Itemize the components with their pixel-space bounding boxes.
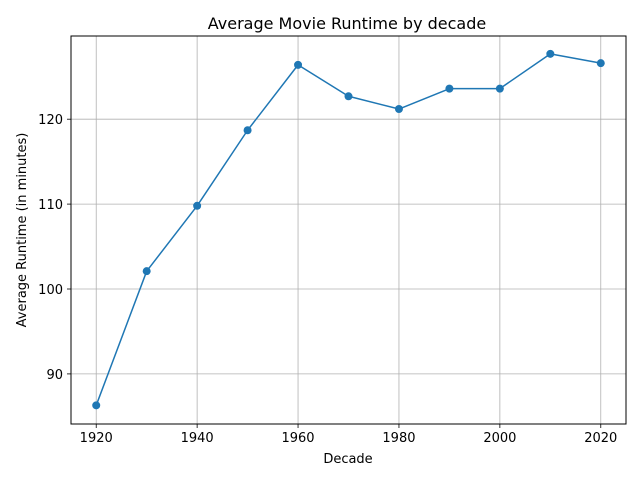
data-point-1920 [92,401,101,410]
data-point-2000 [495,84,504,93]
data-point-1950 [243,126,252,135]
data-point-1940 [193,201,202,210]
plot-area-frame [70,35,627,425]
x-tick-label: 1980 [382,431,415,446]
y-tick-label: 110 [38,198,63,213]
y-axis-label: Average Runtime (in minutes) [15,133,30,328]
x-tick-label: 1960 [281,431,314,446]
x-tick-label: 1940 [181,431,214,446]
data-point-1930 [142,267,151,276]
data-point-1990 [445,84,454,93]
x-tick-label: 2000 [483,431,516,446]
x-axis-label: Decade [323,452,372,467]
data-point-2010 [546,49,555,58]
data-point-1960 [294,60,303,69]
data-point-2020 [596,59,605,68]
y-tick-label: 90 [46,368,63,383]
x-tick-label: 2020 [584,431,617,446]
x-tick-label: 1920 [80,431,113,446]
series-layer [92,49,605,410]
series-line [95,53,601,406]
chart-title: Average Movie Runtime by decade [208,14,486,33]
y-tick-label: 120 [38,113,63,128]
ticks: 1920 1940 1960 1980 2000 2020 90 100 110 120 [38,113,617,446]
grid [71,36,626,424]
y-tick-label: 100 [38,283,63,298]
data-point-1970 [344,92,353,101]
data-point-1980 [394,105,403,114]
